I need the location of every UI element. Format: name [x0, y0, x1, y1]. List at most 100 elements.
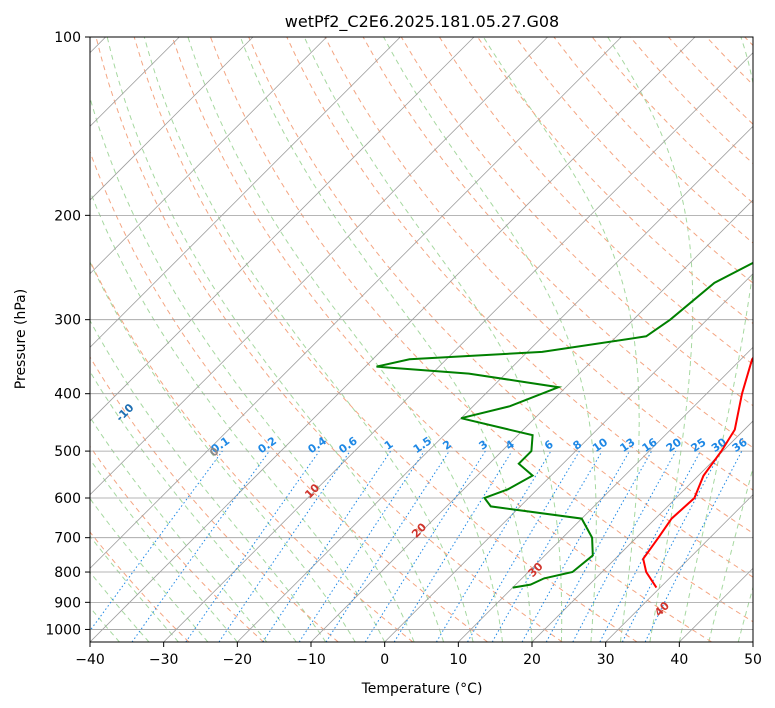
mixing-ratio-line	[572, 450, 677, 642]
mixing-ratio-label: 16	[640, 435, 660, 455]
mixing-ratio-label: 0.4	[306, 434, 330, 456]
isotherm-line	[90, 37, 327, 275]
mixing-ratio-label: 4	[503, 437, 517, 452]
isotherm-line	[237, 125, 753, 642]
isotherm-line	[458, 346, 753, 642]
mixing-ratio-label: 2	[440, 438, 454, 453]
dry-adiabat-line	[744, 37, 753, 47]
isotherm-line	[310, 199, 753, 642]
plot-frame	[89, 36, 754, 643]
mixing-ratio-line	[298, 450, 425, 642]
y-tick-label: 1000	[45, 622, 81, 638]
mixing-ratio-line	[131, 450, 270, 642]
isotherm-line	[90, 37, 475, 422]
dry-adiabat-line	[90, 150, 488, 642]
dewpoint-profile-line	[376, 261, 753, 589]
dry-adiabat-line	[171, 37, 712, 642]
dry-adiabat-label: -20	[32, 362, 55, 385]
chart-title: wetPf2_C2E6.2025.181.05.27.G08	[285, 12, 559, 32]
dry-adiabat-line	[133, 37, 638, 642]
x-axis-title: Temperature (°C)	[361, 681, 483, 697]
y-axis-ticks: 100 200 300 400 500 600 700 800 900 1000	[45, 30, 90, 638]
x-tick-label: 10	[449, 652, 467, 668]
isotherm-line	[163, 52, 753, 642]
dry-adiabat-label: 30	[526, 560, 546, 580]
mixing-ratio-line	[185, 450, 320, 642]
mixing-ratio-label: 1.5	[411, 434, 434, 456]
moist-adiabat-line	[90, 535, 179, 642]
mixing-ratio-line	[218, 450, 351, 642]
dry-adiabat-line	[210, 37, 753, 623]
y-tick-label: 700	[54, 531, 81, 547]
dry-adiabat-label: 40	[652, 599, 672, 619]
mixing-ratio-line	[393, 450, 513, 642]
x-tick-label: −40	[75, 652, 105, 668]
x-axis-ticks: −40 −30 −20 −10 0 10 20 30 40 50	[75, 642, 762, 668]
x-tick-label: 40	[670, 652, 688, 668]
isotherm-line	[90, 37, 622, 569]
isobars	[90, 37, 753, 630]
isotherm-line	[90, 37, 696, 642]
dry-adiabat-line	[438, 37, 753, 366]
moist-adiabat-line	[90, 319, 327, 642]
dry-adiabat-line	[90, 531, 190, 642]
y-axis-title: Pressure (hPa)	[13, 289, 29, 389]
mixing-ratio-label: 13	[617, 436, 637, 455]
x-tick-label: 50	[744, 652, 762, 668]
y-tick-label: 400	[54, 387, 81, 403]
y-tick-label: 900	[54, 595, 81, 611]
x-tick-label: −10	[296, 652, 326, 668]
x-tick-label: 30	[597, 652, 615, 668]
isotherms	[90, 37, 753, 642]
moist-adiabat-line	[239, 37, 533, 642]
dry-adiabat-line	[90, 445, 264, 642]
x-tick-label: −30	[149, 652, 179, 668]
isotherm-line	[384, 273, 753, 642]
mixing-ratio-label: 0.6	[336, 434, 360, 456]
mixing-ratio-label: 36	[730, 435, 750, 455]
moist-adiabat-line	[482, 37, 640, 642]
moist-adiabat-line	[303, 37, 563, 642]
isotherm-line	[605, 494, 753, 642]
dry-adiabat-line	[400, 37, 753, 407]
mixing-ratio-line	[90, 450, 223, 632]
y-tick-label: 100	[54, 30, 81, 46]
isotherm-line	[752, 641, 753, 642]
mixing-ratio-label: 0.2	[256, 434, 279, 456]
moist-adiabat-line	[143, 37, 474, 642]
isotherm-line	[90, 37, 254, 201]
mixing-ratio-line	[262, 450, 392, 642]
x-tick-label: 20	[523, 652, 541, 668]
sounding-series	[376, 261, 753, 589]
moist-adiabat-line	[90, 370, 297, 642]
moist-adiabat-line	[90, 497, 209, 642]
moist-adiabat-line	[187, 37, 503, 642]
isotherm-line	[90, 37, 548, 496]
mixing-ratio-label: 8	[571, 438, 585, 453]
plot-area: 0.10.20.40.611.52346810131620253036-100-…	[32, 37, 753, 642]
y-tick-label: 500	[54, 444, 81, 460]
y-tick-label: 300	[54, 313, 81, 329]
y-tick-label: 800	[54, 565, 81, 581]
mixing-ratio-lines	[90, 450, 743, 642]
x-tick-label: −20	[223, 652, 253, 668]
dry-adiabat-line	[706, 37, 753, 86]
mixing-ratio-line	[364, 450, 486, 642]
moist-adiabat-line	[90, 458, 238, 642]
dry-adiabat-line	[248, 37, 753, 578]
isotherm-line	[90, 37, 401, 348]
dry-adiabat-line	[515, 37, 753, 284]
mixing-ratio-line	[644, 450, 743, 642]
isoline-labels: 0.10.20.40.611.52346810131620253036-100-…	[32, 362, 750, 619]
moist-adiabat-line	[106, 37, 445, 642]
mixing-ratio-line	[545, 450, 653, 642]
isotherm-line	[679, 567, 753, 642]
mixing-ratio-label: 25	[689, 435, 709, 454]
mixing-ratio-line	[521, 450, 630, 642]
dry-adiabat-line	[95, 37, 563, 642]
temperature-profile-line	[642, 356, 753, 589]
moist-adiabat-line	[90, 260, 356, 642]
dry-adiabat-label: -10	[113, 401, 136, 424]
dry-adiabat-line	[668, 37, 753, 125]
